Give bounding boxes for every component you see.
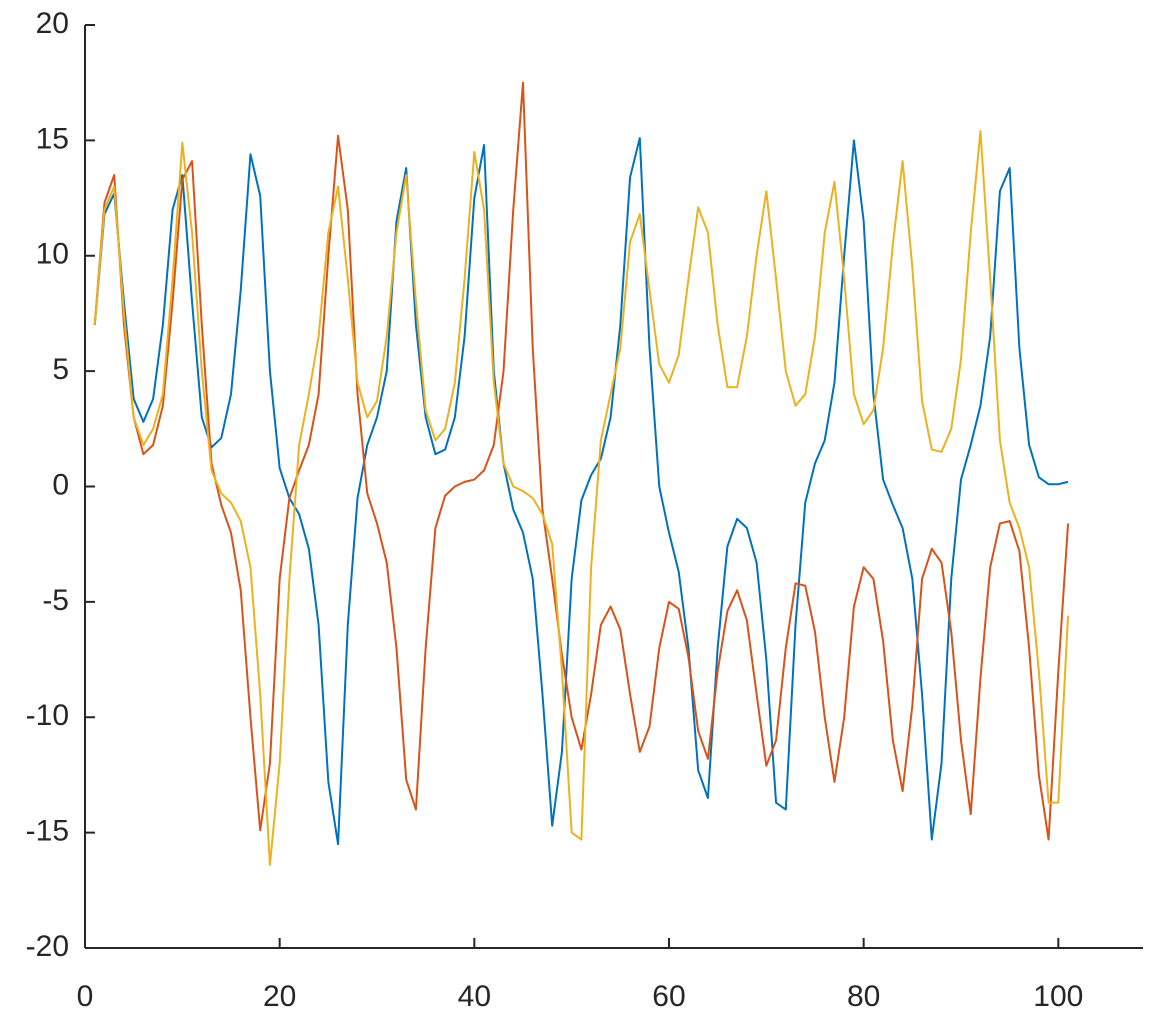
y-tick-label: 20 [36, 7, 69, 40]
y-tick-label: 15 [36, 122, 69, 155]
x-tick-label: 100 [1033, 980, 1083, 1013]
y-tick-label: 5 [52, 353, 69, 386]
x-tick-label: 80 [847, 980, 880, 1013]
x-tick-label: 0 [77, 980, 94, 1013]
x-tick-label: 20 [263, 980, 296, 1013]
line [93, 130, 1070, 866]
y-tick-label: 10 [36, 238, 69, 271]
y-tick-label: -15 [26, 815, 69, 848]
y-tick-label: 0 [52, 468, 69, 501]
line [93, 137, 1069, 846]
x-tick-label: 40 [458, 980, 491, 1013]
y-tick-label: -10 [26, 699, 69, 732]
x-tick-label: 60 [652, 980, 685, 1013]
y-tick-label: -5 [42, 584, 69, 617]
y-tick-label: -20 [26, 930, 69, 963]
line [93, 81, 1070, 841]
